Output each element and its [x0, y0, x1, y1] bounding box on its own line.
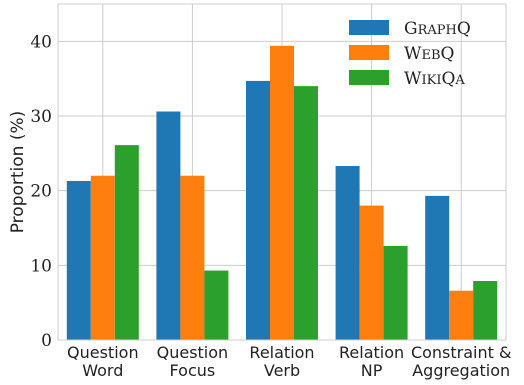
bar-webq-4 [449, 290, 474, 340]
plot-frame [57, 3, 507, 341]
bar-wikiqa-0 [114, 145, 139, 340]
y-tick-label: 20 [30, 182, 52, 202]
bar-wikiqa-3 [383, 245, 408, 340]
legend-swatch-webq [349, 45, 389, 60]
bar-wikiqa-2 [294, 86, 318, 340]
bar-webq-2 [270, 45, 294, 341]
legend-swatch-wikiqa [349, 70, 389, 85]
bar-graphq-0 [66, 180, 91, 340]
bar-webq-0 [90, 175, 115, 340]
x-tick-label: Relation Verb [249, 343, 314, 380]
x-tick-label: Relation NP [339, 343, 404, 380]
x-tick-label: Constraint & Aggregation [411, 343, 512, 380]
axes: 0 10 20 30 40 Question Word Question Focus Relati… [8, 3, 512, 380]
y-tick-label: 30 [30, 107, 52, 127]
y-tick-label: 0 [41, 331, 52, 351]
bar-webq-3 [359, 205, 384, 340]
x-tick-label: Question Focus [157, 343, 229, 380]
bar-wikiqa-4 [473, 281, 498, 340]
bar-graphq-3 [335, 166, 360, 340]
bar-graphq-4 [425, 195, 450, 340]
y-tick-label: 10 [30, 256, 52, 276]
legend: GRAPHQ WEBQ WIKIQA [349, 19, 471, 89]
legend-label-webq: WEBQ [404, 44, 454, 64]
bar-graphq-2 [246, 80, 270, 340]
legend-label-graphq: GRAPHQ [404, 19, 471, 39]
y-axis-title: Proportion (%) [8, 111, 28, 234]
bar-graphq-1 [156, 111, 181, 341]
legend-label-wikiqa: WIKIQA [404, 69, 465, 89]
y-tick-label: 40 [30, 32, 52, 52]
bar-wikiqa-1 [204, 270, 229, 340]
bars [66, 45, 498, 341]
bar-webq-1 [180, 175, 205, 340]
legend-swatch-graphq [349, 20, 389, 35]
x-tick-label: Question Word [67, 343, 139, 380]
